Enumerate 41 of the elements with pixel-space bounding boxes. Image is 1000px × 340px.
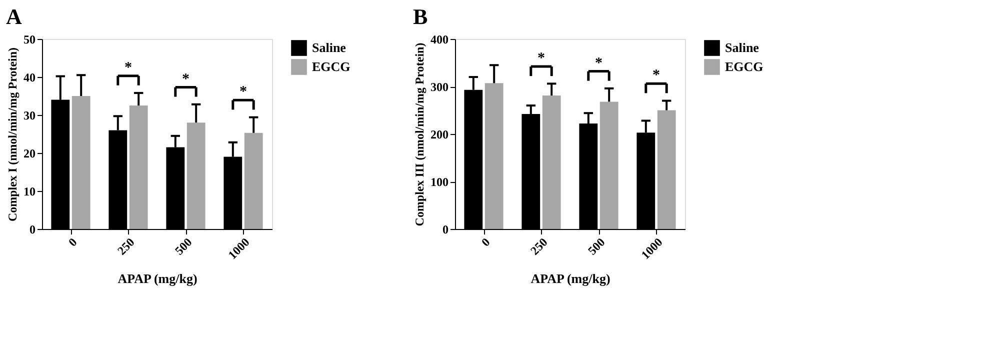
y-tick-label: 0 [30, 222, 36, 236]
legend-label: EGCG [725, 59, 764, 74]
bar [186, 122, 206, 229]
bar [600, 102, 618, 229]
annotation: * [538, 50, 545, 67]
legend-label: Saline [725, 40, 760, 55]
y-tick-label: 40 [24, 70, 36, 84]
x-tick-label: 250 [528, 235, 550, 258]
chart-title: A [6, 4, 22, 29]
bar [484, 83, 504, 229]
y-tick-label: 10 [24, 184, 36, 198]
annotation: * [182, 71, 190, 88]
y-tick-label: 20 [24, 146, 36, 160]
y-axis-title: Complex I (nmol/min/mg Protein) [6, 47, 20, 222]
bar [244, 132, 263, 229]
x-axis-title: APAP (mg/kg) [118, 271, 198, 286]
y-tick-label: 30 [24, 108, 36, 122]
legend-label: Saline [312, 40, 346, 55]
x-tick-label: 0 [478, 235, 493, 250]
x-tick-label: 250 [114, 235, 138, 258]
annotation: * [240, 84, 247, 100]
y-tick-label: 400 [430, 32, 448, 46]
bar [72, 96, 90, 229]
y-tick-label: 200 [430, 128, 448, 142]
bar [542, 96, 561, 229]
bar [657, 110, 676, 229]
x-tick-label: 0 [66, 235, 80, 250]
x-tick-label: 500 [585, 235, 608, 258]
annotation: * [652, 68, 660, 84]
x-tick-label: 500 [172, 235, 195, 258]
bar [129, 106, 148, 229]
y-tick-label: 50 [24, 32, 36, 46]
annotation: * [124, 60, 132, 76]
y-tick-label: 0 [442, 222, 448, 236]
chart-title: B [413, 4, 428, 29]
x-axis-title: APAP (mg/kg) [530, 271, 610, 286]
y-tick-label: 100 [430, 175, 448, 189]
y-tick-label: 300 [430, 80, 448, 94]
annotation: * [595, 55, 602, 72]
y-axis-title: Complex III (nmol/min/mg Protein) [412, 42, 426, 226]
legend-label: EGCG [312, 59, 350, 74]
